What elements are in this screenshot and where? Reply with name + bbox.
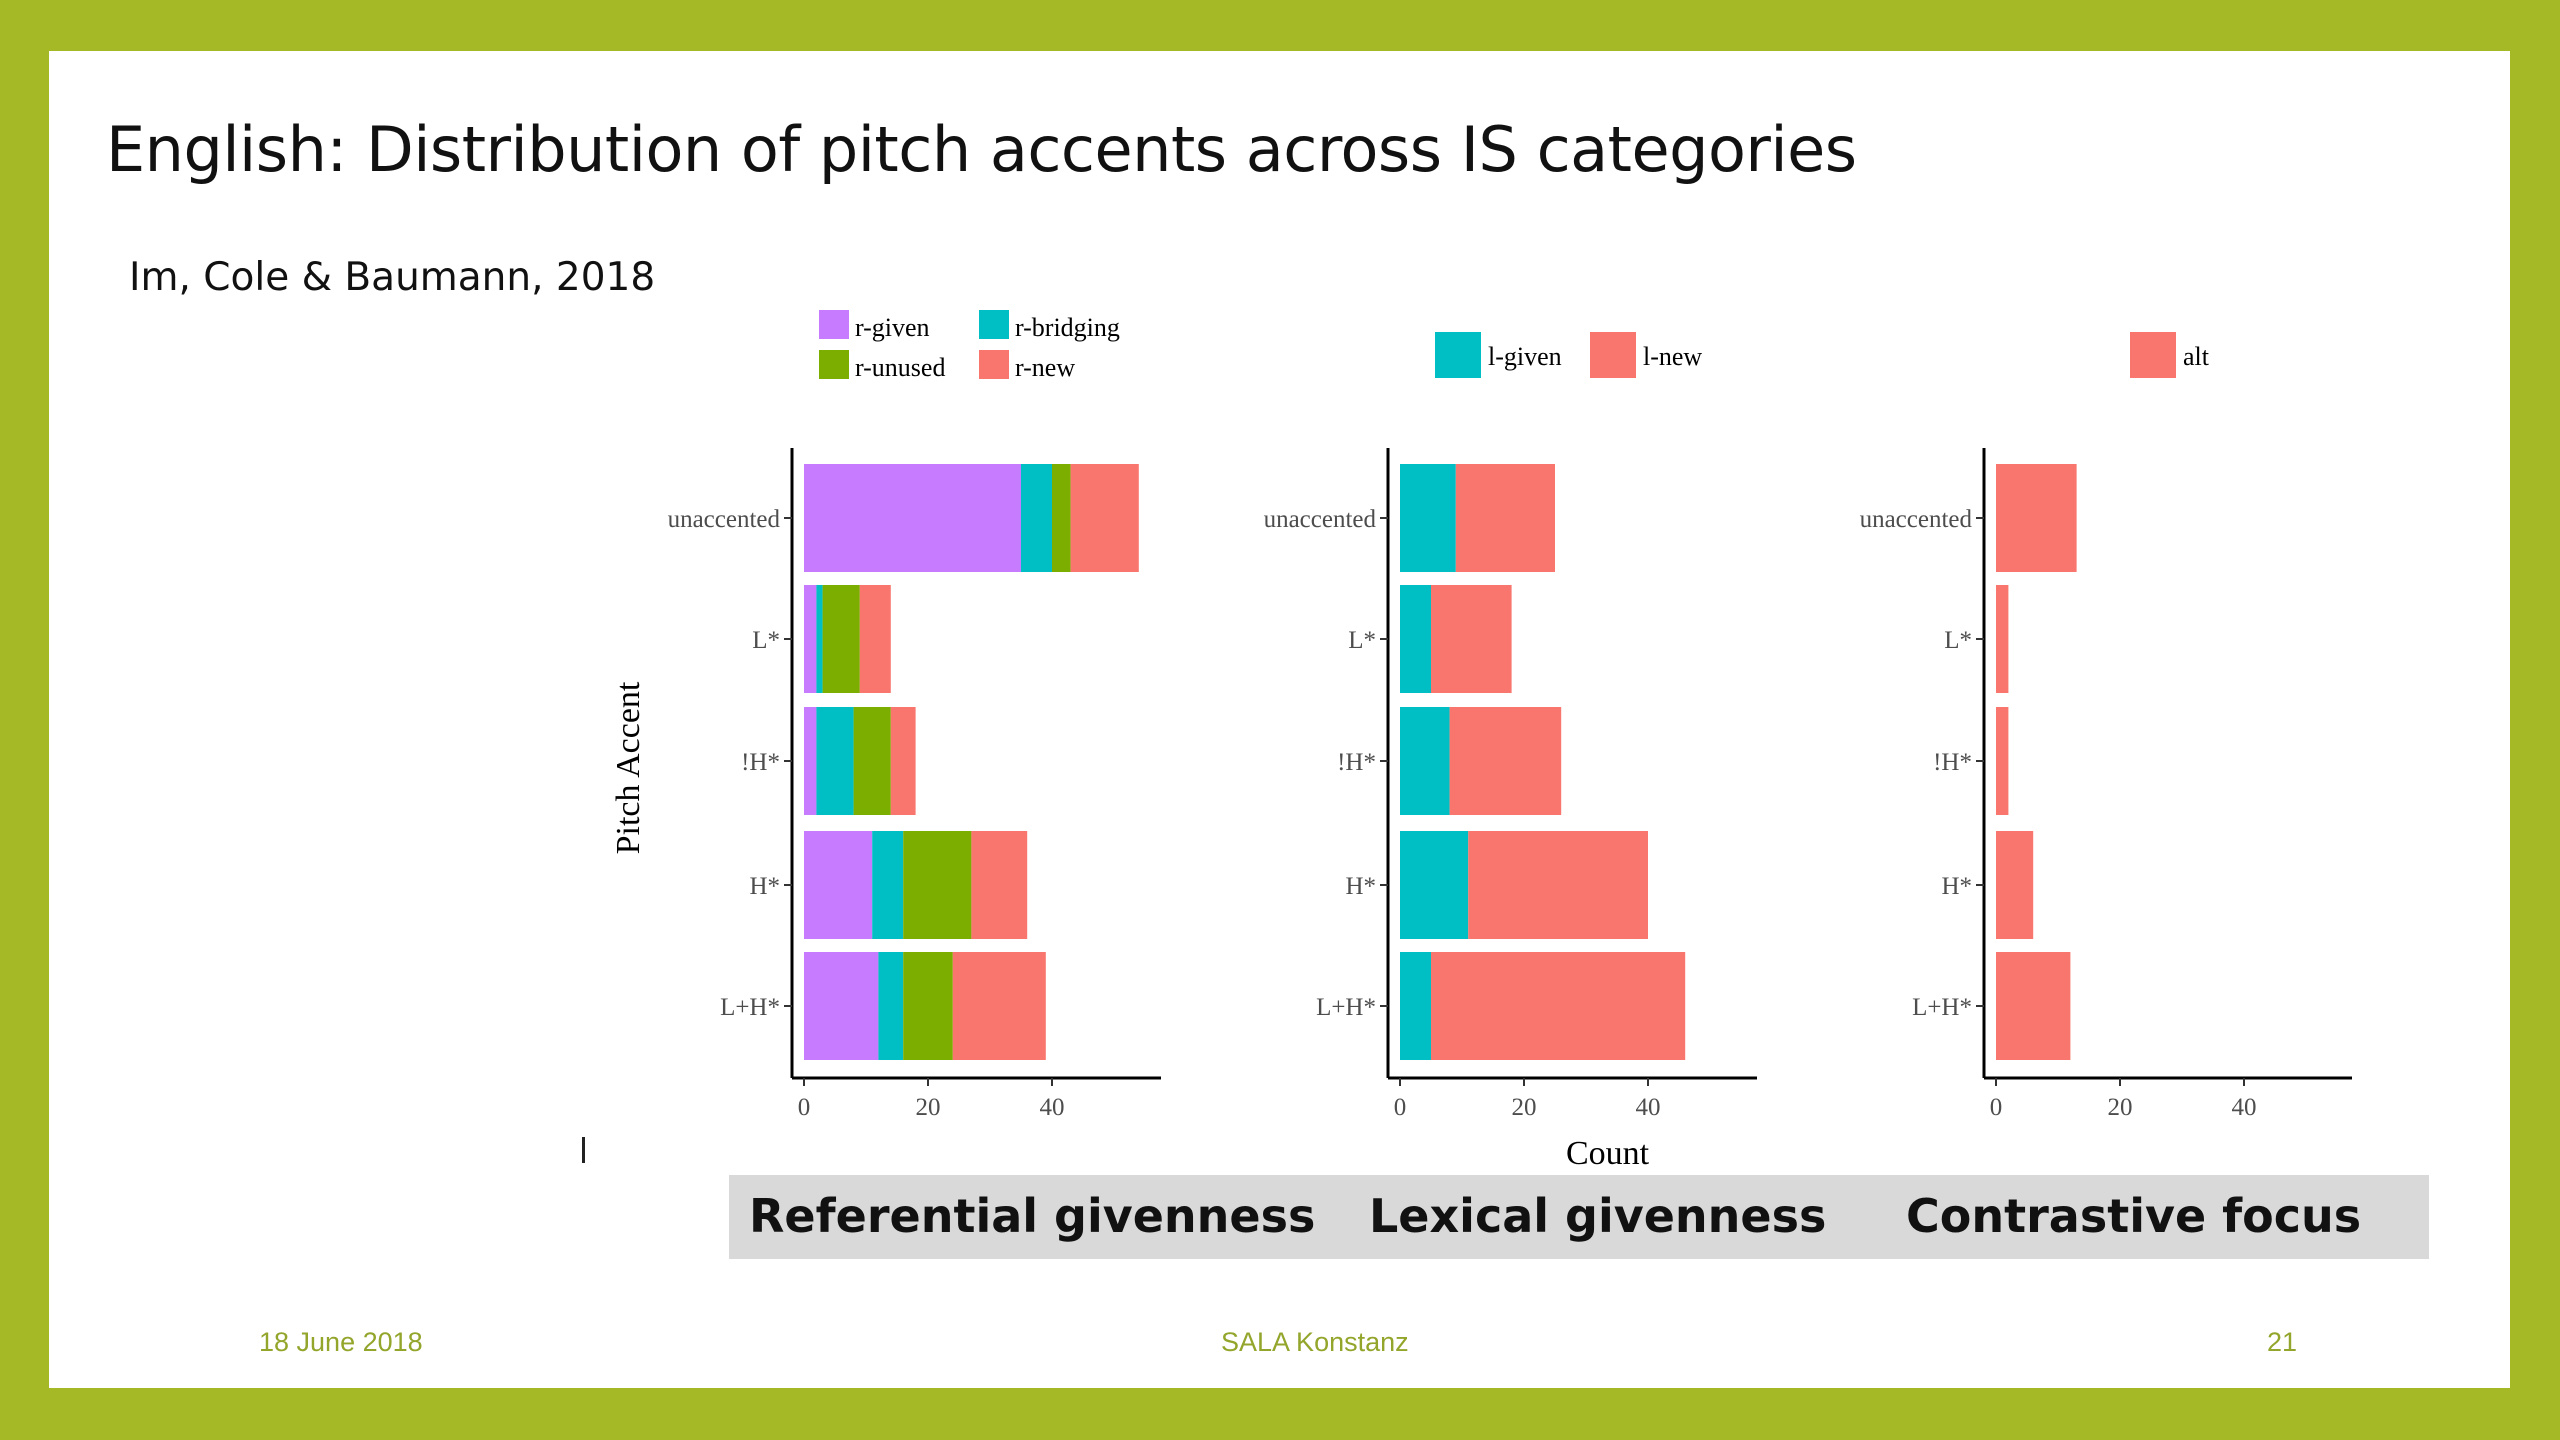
bar-segment: [903, 952, 953, 1060]
bar-segment: [1996, 952, 2071, 1060]
bar-segment: [1996, 707, 2009, 815]
y-tick-label: unaccented: [668, 506, 781, 533]
x-tick-label: 40: [1636, 1094, 1661, 1121]
y-tick-label: L*: [1348, 627, 1376, 654]
footer-page-number: 21: [2267, 1327, 2298, 1357]
bar-segment: [1400, 707, 1450, 815]
legend-swatch: [1590, 332, 1636, 378]
bar-segment: [1996, 831, 2034, 939]
footer-date: 18 June 2018: [259, 1327, 423, 1357]
bar-segment: [853, 707, 891, 815]
bar-segment: [816, 707, 854, 815]
x-tick-label: 0: [798, 1094, 811, 1121]
slide: English: Distribution of pitch accents a…: [49, 51, 2510, 1388]
y-tick-label: L+H*: [1912, 994, 1972, 1021]
caption-contrastive-focus: Contrastive focus: [1906, 1189, 2362, 1243]
bar-segment: [903, 831, 972, 939]
legend-label: r-bridging: [1015, 313, 1120, 342]
y-tick-label: H*: [1345, 873, 1376, 900]
bar-segment: [971, 831, 1028, 939]
bar-segment: [804, 464, 1021, 572]
x-tick-label: 20: [916, 1094, 941, 1121]
bar-segment: [1996, 464, 2077, 572]
bar-segment: [872, 831, 904, 939]
y-tick-label: unaccented: [1860, 506, 1973, 533]
bar-segment: [804, 707, 817, 815]
legend-swatch: [819, 310, 849, 339]
bar-segment: [1455, 464, 1555, 572]
caption-bar: Referential givenness Lexical givenness …: [729, 1175, 2429, 1259]
y-tick-label: L+H*: [1316, 994, 1376, 1021]
bar-segment: [804, 831, 873, 939]
bar-segment: [859, 585, 891, 693]
bar-segment: [804, 952, 879, 1060]
x-tick-label: 40: [1040, 1094, 1065, 1121]
bar-segment: [822, 585, 860, 693]
bar-segment: [804, 585, 817, 693]
legend-label: r-given: [855, 313, 930, 342]
bar-segment: [1468, 831, 1648, 939]
y-tick-label: L*: [1944, 627, 1972, 654]
y-tick-label: !H*: [741, 749, 780, 776]
x-tick-label: 0: [1990, 1094, 2003, 1121]
slide-subtitle: Im, Cole & Baumann, 2018: [129, 255, 656, 300]
x-tick-label: 40: [2232, 1094, 2257, 1121]
y-tick-label: unaccented: [1264, 506, 1377, 533]
legend-swatch: [2130, 332, 2176, 378]
legend-label: r-unused: [855, 353, 945, 382]
x-axis-title: Count: [1566, 1135, 1650, 1172]
bar-segment: [1021, 464, 1052, 572]
caption-lexical-givenness: Lexical givenness: [1369, 1189, 1827, 1243]
bar-segment: [1400, 585, 1431, 693]
y-tick-label: H*: [749, 873, 780, 900]
y-tick-label: L+H*: [720, 994, 780, 1021]
bar-segment: [1431, 952, 1686, 1060]
bar-segment: [1449, 707, 1562, 815]
bar-segment: [1400, 464, 1456, 572]
legend-swatch: [979, 350, 1009, 379]
bar-segment: [1070, 464, 1139, 572]
x-tick-label: 20: [1512, 1094, 1537, 1121]
legend-label: l-given: [1488, 342, 1562, 371]
text-cursor: [582, 1137, 585, 1163]
bar-segment: [952, 952, 1046, 1060]
bar-segment: [1996, 585, 2009, 693]
caption-referential-givenness: Referential givenness: [749, 1189, 1316, 1243]
bar-segment: [890, 707, 916, 815]
bar-segment: [1052, 464, 1071, 572]
legend-swatch: [979, 310, 1009, 339]
y-axis-title: Pitch Accent: [610, 681, 647, 854]
charts-figure: unaccented L* !H* H* L+H* 0 20 40 Pitch Accent r-…: [610, 310, 2352, 1172]
y-tick-label: H*: [1941, 873, 1972, 900]
legend-swatch: [819, 350, 849, 379]
legend-label: alt: [2183, 342, 2210, 371]
x-tick-label: 0: [1394, 1094, 1407, 1121]
legend-swatch: [1435, 332, 1481, 378]
slide-title: English: Distribution of pitch accents a…: [106, 113, 1857, 186]
bar-segment: [1400, 952, 1431, 1060]
y-tick-label: !H*: [1337, 749, 1376, 776]
bar-segment: [816, 585, 823, 693]
y-tick-label: !H*: [1933, 749, 1972, 776]
bar-segment: [878, 952, 904, 1060]
bar-segment: [1400, 831, 1469, 939]
legend-label: l-new: [1643, 342, 1702, 371]
bar-segment: [1431, 585, 1512, 693]
legend-label: r-new: [1015, 353, 1075, 382]
x-tick-label: 20: [2108, 1094, 2133, 1121]
y-tick-label: L*: [752, 627, 780, 654]
footer-event: SALA Konstanz: [1221, 1327, 1409, 1357]
